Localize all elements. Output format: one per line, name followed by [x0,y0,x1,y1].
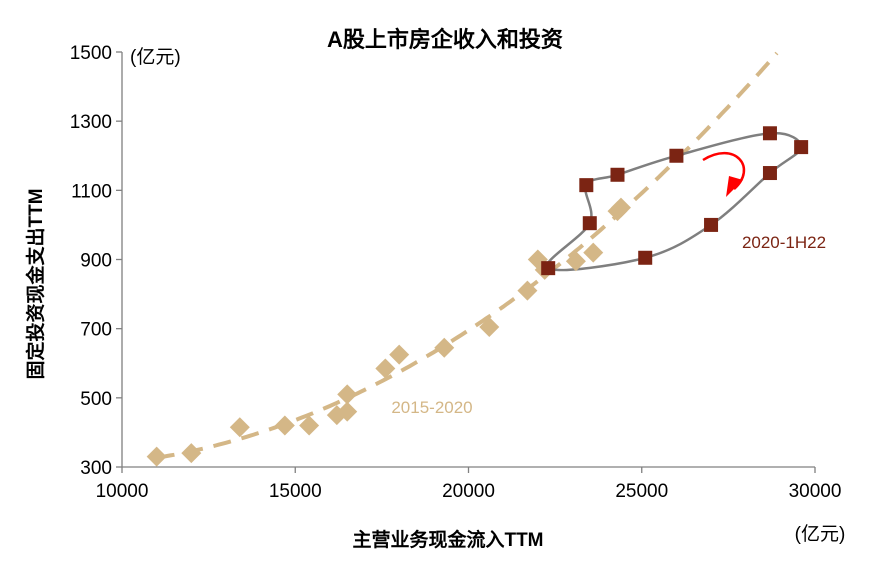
data-point-2015-2020 [337,401,358,422]
series-label-2015-2020: 2015-2020 [391,398,472,417]
data-point-2015-2020 [181,443,202,464]
x-unit-label: (亿元) [795,523,846,545]
data-point-2015-2020 [146,446,167,467]
data-point-2020-1h22 [579,178,594,193]
y-tick-label: 1300 [70,112,112,133]
series-label-2020-1h22: 2020-1H22 [742,233,826,252]
data-point-2020-1h22 [762,166,777,181]
series-2015-2020-points [146,197,631,467]
series-2020-1h22-points [541,126,809,276]
data-point-2020-1h22 [610,167,625,182]
data-point-2020-1h22 [794,140,809,155]
x-tick-label: 15000 [269,481,322,502]
data-point-2015-2020 [299,415,320,436]
data-point-2020-1h22 [762,126,777,141]
data-point-2020-1h22 [582,216,597,231]
data-point-2015-2020 [274,415,295,436]
x-tick-label: 30000 [789,481,842,502]
data-point-2015-2020 [565,251,586,272]
y-tick-label: 500 [80,389,112,410]
data-point-2015-2020 [337,384,358,405]
axes: 300 500 700 900 1100 1300 1500 10000 15000 20000 2… [70,43,842,502]
y-tick-label: 300 [80,458,112,479]
x-tick-label: 25000 [615,481,668,502]
y-unit-label: (亿元) [130,46,181,68]
x-axis-label: 主营业务现金流入TTM [352,528,543,551]
x-tick-label: 10000 [96,481,149,502]
y-tick-label: 700 [80,320,112,341]
y-tick-label: 1500 [70,43,112,64]
chart-title: A股上市房企收入和投资 [327,27,563,52]
data-point-2015-2020 [583,242,604,263]
rotation-arrow-annotation [702,151,746,197]
data-point-2015-2020 [479,316,500,337]
data-point-2020-1h22 [704,217,719,232]
data-point-2015-2020 [375,358,396,379]
data-point-2015-2020 [229,417,250,438]
data-point-2020-1h22 [638,250,653,265]
data-point-2015-2020 [610,197,631,218]
y-tick-label: 900 [80,251,112,272]
x-tick-label: 20000 [442,481,495,502]
y-axis-label: 固定投资现金支出TTM [24,188,47,379]
y-tick-label: 1100 [71,181,112,202]
rotation-arrow-head [726,176,743,197]
data-point-2015-2020 [389,344,410,365]
data-point-2020-1h22 [669,148,684,163]
data-point-2015-2020 [517,280,538,301]
data-point-2020-1h22 [541,261,556,276]
data-point-2015-2020 [434,337,455,358]
